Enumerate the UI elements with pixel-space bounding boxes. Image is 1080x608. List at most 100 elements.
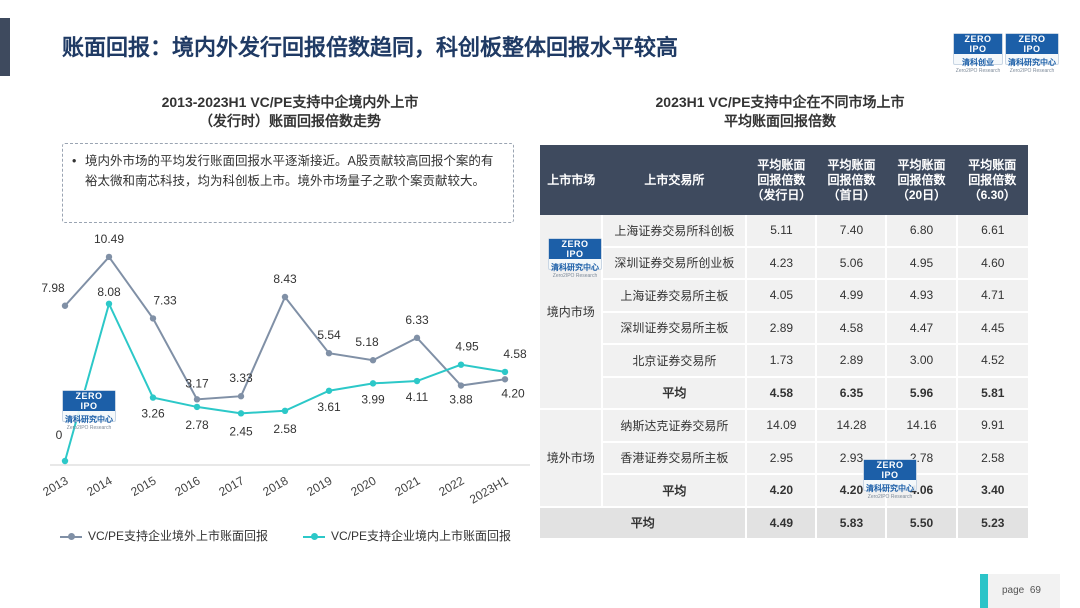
series-0-point bbox=[325, 350, 333, 357]
x-tick-label: 2013 bbox=[40, 473, 70, 499]
series-0-point bbox=[501, 376, 509, 383]
header-first-day: 平均账面 回报倍数 （首日） bbox=[816, 145, 887, 215]
chart-watermark-logo: ZERO IPO 清科研究中心 Zero2IPO Research bbox=[62, 390, 116, 431]
total-value-cell: 4.49 bbox=[745, 506, 817, 540]
title-accent-bar bbox=[0, 18, 10, 76]
series-1-point bbox=[369, 380, 377, 387]
value-cell: 4.93 bbox=[885, 279, 957, 313]
exchange-name: 平均 bbox=[601, 474, 747, 508]
series-0-data-label: 4.20 bbox=[501, 386, 525, 400]
x-tick-label: 2015 bbox=[128, 473, 158, 499]
return-multiple-table: 上市市场 上市交易所 平均账面 回报倍数 （发行日） 平均账面 回报倍数 （首日） 平均… bbox=[540, 145, 1028, 540]
value-cell: 3.40 bbox=[955, 474, 1028, 508]
legend-swatch-domestic bbox=[303, 532, 325, 540]
series-1-data-label: 2.58 bbox=[273, 422, 297, 436]
series-1-data-label: 4.95 bbox=[455, 340, 479, 354]
domestic-row: 境内市场 上海证券交易所科创板 5.11 7.40 6.80 6.61 bbox=[540, 215, 1028, 410]
value-cell: 1.73 bbox=[745, 344, 817, 378]
legend-swatch-overseas bbox=[60, 532, 82, 540]
exchange-name: 香港证券交易所主板 bbox=[601, 441, 747, 475]
series-0-point bbox=[149, 315, 157, 322]
legend-item-overseas: VC/PE支持企业境外上市账面回报 bbox=[60, 527, 268, 544]
series-0-data-label: 7.98 bbox=[41, 281, 65, 295]
value-cell: 4.47 bbox=[885, 311, 957, 345]
series-0-point bbox=[369, 357, 377, 364]
series-1-point bbox=[105, 300, 113, 308]
chart-title: 2013-2023H1 VC/PE支持中企境内外上市 （发行时）账面回报倍数走势 bbox=[161, 94, 419, 129]
line-chart: 7.98 10.49 7.33 3.17 3.33 8.43 5.54 5.18 6.33 3.8… bbox=[40, 232, 530, 507]
total-value-cell: 5.50 bbox=[885, 506, 957, 540]
series-0-data-label: 5.18 bbox=[355, 335, 379, 349]
x-tick-label: 2020 bbox=[348, 473, 378, 499]
exchange-name: 深圳证券交易所创业板 bbox=[601, 246, 747, 280]
total-average-label: 平均 bbox=[540, 506, 747, 540]
series-1-data-label: 3.26 bbox=[141, 407, 165, 421]
x-tick-label: 2014 bbox=[84, 473, 114, 499]
value-cell: 4.99 bbox=[815, 279, 887, 313]
x-tick-label: 2019 bbox=[304, 473, 334, 499]
value-cell: 6.80 bbox=[885, 215, 957, 248]
value-cell: 4.58 bbox=[815, 311, 887, 345]
series-0-data-label: 3.33 bbox=[229, 371, 253, 385]
page-number: page 69 bbox=[1002, 585, 1041, 596]
series-1-point bbox=[61, 457, 69, 465]
table-title: 2023H1 VC/PE支持中企在不同市场上市 平均账面回报倍数 bbox=[655, 94, 905, 129]
value-cell: 2.58 bbox=[955, 441, 1028, 475]
exchange-name: 深圳证券交易所主板 bbox=[601, 311, 747, 345]
value-cell: 2.78 bbox=[885, 441, 957, 475]
overseas-row: 境外市场 纳斯达克证券交易所 14.09 14.28 14.16 9.91 bbox=[540, 409, 1028, 508]
series-0-point bbox=[413, 334, 421, 342]
value-cell: 4.45 bbox=[955, 311, 1028, 345]
exchange-name: 上海证券交易所主板 bbox=[601, 279, 747, 313]
series-1-point bbox=[325, 387, 333, 394]
series-1-data-label: 4.11 bbox=[406, 390, 429, 404]
series-line-1 bbox=[64, 300, 506, 462]
series-1-point bbox=[413, 377, 421, 385]
series-0-data-label: 6.33 bbox=[405, 313, 429, 327]
value-cell: 2.89 bbox=[745, 311, 817, 345]
value-cell: 6.61 bbox=[955, 215, 1028, 248]
header-exchange: 上市交易所 bbox=[602, 145, 747, 215]
x-tick-label: 2023H1 bbox=[467, 473, 511, 506]
value-cell: 6.35 bbox=[815, 376, 887, 410]
header-market: 上市市场 bbox=[540, 145, 603, 215]
value-cell: 14.09 bbox=[745, 409, 817, 443]
value-cell: 4.58 bbox=[745, 376, 817, 410]
series-1-point bbox=[281, 407, 289, 415]
series-1-data-label: 0 bbox=[56, 428, 63, 442]
series-1-data-label: 3.61 bbox=[317, 400, 341, 414]
value-cell: 4.71 bbox=[955, 279, 1028, 313]
legend-item-domestic: VC/PE支持企业境内上市账面回报 bbox=[303, 527, 511, 544]
series-1-point bbox=[237, 410, 245, 417]
series-1-data-label: 3.99 bbox=[361, 392, 385, 406]
bullet-icon: • bbox=[72, 154, 77, 168]
value-cell: 5.11 bbox=[745, 215, 817, 248]
table-watermark-logo: ZERO IPO 清科研究中心 Zero2IPO Research bbox=[548, 238, 602, 279]
domestic-row: 上海证券交易所主板 4.05 4.99 4.93 4.71 bbox=[540, 279, 1028, 313]
series-1-point bbox=[457, 361, 465, 368]
table-watermark-logo-2: ZERO IPO 清科研究中心 Zero2IPO Research bbox=[863, 459, 917, 500]
chart-note-box: • 境内外市场的平均发行账面回报水平逐渐接近。A股贡献较高回报个案的有裕太微和南… bbox=[62, 143, 514, 223]
series-1-data-label: 2.45 bbox=[229, 424, 253, 438]
series-1-point bbox=[149, 394, 157, 401]
series-0-point bbox=[105, 253, 113, 261]
series-0-point bbox=[281, 293, 289, 301]
value-cell: 9.91 bbox=[955, 409, 1028, 443]
series-0-data-label: 8.43 bbox=[273, 272, 297, 286]
total-value-cell: 5.83 bbox=[815, 506, 887, 540]
value-cell: 4.23 bbox=[745, 246, 817, 280]
value-cell: 4.05 bbox=[745, 279, 817, 313]
overseas-average-row: 平均 4.20 4.20 4.06 3.40 bbox=[540, 474, 1028, 508]
zero2ipo-logo-left: ZERO IPO 清科创业 Zero2IPO Research bbox=[953, 33, 1003, 74]
page-footer bbox=[980, 574, 1060, 608]
header-20-day: 平均账面 回报倍数 （20日） bbox=[886, 145, 957, 215]
exchange-name: 上海证券交易所科创板 bbox=[601, 215, 747, 248]
chart-note-text: 境内外市场的平均发行账面回报水平逐渐接近。A股贡献较高回报个案的有裕太微和南芯科… bbox=[85, 154, 494, 188]
value-cell: 7.40 bbox=[815, 215, 887, 248]
series-1-data-label: 2.78 bbox=[185, 418, 209, 432]
domestic-average-row: 平均 4.58 6.35 5.96 5.81 bbox=[540, 376, 1028, 410]
series-0-data-label: 7.33 bbox=[153, 293, 177, 307]
value-cell: 4.60 bbox=[955, 246, 1028, 280]
value-cell: 4.95 bbox=[885, 246, 957, 280]
exchange-name: 平均 bbox=[601, 376, 747, 410]
